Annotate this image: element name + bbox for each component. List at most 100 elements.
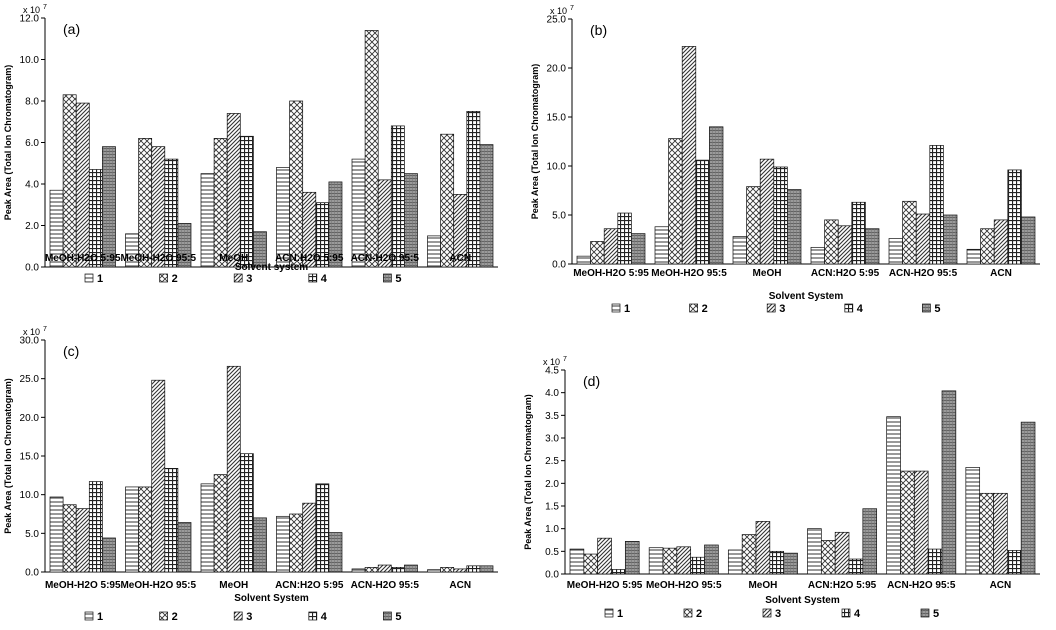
bar xyxy=(453,568,468,573)
bar xyxy=(662,547,678,575)
bar xyxy=(695,159,710,265)
bar xyxy=(783,552,798,575)
bar xyxy=(427,235,441,268)
multiplier-exponent: 7 xyxy=(563,356,567,363)
y-tick-label: 4.5 xyxy=(545,366,559,377)
bar xyxy=(900,470,915,575)
bar xyxy=(648,547,664,575)
bar xyxy=(440,133,455,268)
y-tick-label: 1.5 xyxy=(545,502,559,513)
bar xyxy=(624,541,640,575)
bar xyxy=(927,548,943,575)
bar xyxy=(377,564,392,573)
legend-swatch xyxy=(766,303,776,313)
bar xyxy=(200,173,215,268)
bar xyxy=(590,241,605,265)
bar xyxy=(929,145,944,265)
bar xyxy=(390,567,405,573)
bar xyxy=(759,158,775,265)
x-category-label: ACN-H2O 95:5 xyxy=(887,580,956,591)
bar xyxy=(102,537,116,573)
y-tick-label: 4.0 xyxy=(545,388,559,399)
multiplier-label: x 10 xyxy=(543,357,560,367)
bar xyxy=(390,125,405,268)
bar xyxy=(865,228,880,265)
bar xyxy=(253,231,267,268)
y-tick-label: 0.0 xyxy=(25,568,39,579)
legend-swatch xyxy=(683,608,693,618)
bar xyxy=(253,517,267,573)
x-category-label: ACN:H2O 5:95 xyxy=(808,580,877,591)
y-tick-label: 3.0 xyxy=(545,434,559,445)
y-tick-label: 8.0 xyxy=(25,97,39,108)
multiplier-label: x 10 xyxy=(550,6,567,16)
y-tick-label: 0.0 xyxy=(545,570,559,581)
bar xyxy=(902,200,917,265)
bar xyxy=(769,550,785,575)
bar xyxy=(213,138,228,268)
bar xyxy=(980,228,995,265)
bar xyxy=(440,567,455,573)
bar xyxy=(62,504,77,573)
bar xyxy=(151,379,166,573)
bar xyxy=(177,522,192,573)
multiplier-exponent: 7 xyxy=(570,5,574,12)
x-category-label: MeOH-H2O 95:5 xyxy=(120,253,196,264)
legend-label: 3 xyxy=(246,273,252,285)
legend-label: 3 xyxy=(775,608,781,620)
bar xyxy=(837,225,853,265)
x-category-label: ACN:H2O 5:95 xyxy=(275,253,344,264)
legend-swatch xyxy=(308,611,318,621)
multiplier-exponent: 7 xyxy=(43,4,47,11)
y-tick-label: 10.0 xyxy=(20,490,40,501)
bar xyxy=(427,569,441,573)
x-category-label: ACN:H2O 5:95 xyxy=(275,580,344,591)
y-tick-label: 4.0 xyxy=(25,180,39,191)
legend-label: 2 xyxy=(172,611,178,623)
legend-label: 1 xyxy=(617,608,623,620)
bar xyxy=(138,138,153,268)
y-axis-title: Peak Area (Total Ion Chromatogram) xyxy=(3,65,13,221)
y-tick-label: 0.5 xyxy=(545,547,559,558)
y-axis-title: Peak Area (Total Ion Chromatogram) xyxy=(530,64,540,220)
legend-swatch xyxy=(841,608,851,618)
panel-d: 0.0 0.5 1.0 1.5 2.0 2.5 3.0 3.5 4.0 4.5x 10 7 (d) Pe… xyxy=(523,356,1040,620)
bar xyxy=(1007,169,1022,265)
bar xyxy=(479,565,494,573)
y-tick-label: 6.0 xyxy=(25,138,39,149)
x-category-label: ACN-H2O 95:5 xyxy=(351,580,420,591)
bar xyxy=(302,502,317,573)
legend-swatch xyxy=(383,611,392,621)
bar xyxy=(851,201,866,265)
y-axis-title: Peak Area (Total Ion Chromatogram) xyxy=(523,394,533,550)
bar xyxy=(576,255,591,265)
bar xyxy=(404,564,418,573)
x-category-label: ACN xyxy=(449,253,471,264)
bar xyxy=(351,568,366,573)
bar xyxy=(125,486,139,573)
y-tick-label: 2.0 xyxy=(545,479,559,490)
bar xyxy=(888,238,903,265)
bar xyxy=(993,219,1009,265)
y-tick-label: 3.5 xyxy=(545,411,559,422)
legend-label: 2 xyxy=(696,608,702,620)
bar xyxy=(727,549,743,575)
bar xyxy=(732,236,747,265)
legend-label: 1 xyxy=(624,303,630,315)
bar xyxy=(328,532,343,573)
bar xyxy=(364,567,379,573)
panel-label: (b) xyxy=(590,22,607,38)
y-tick-label: 25.0 xyxy=(547,15,567,26)
y-tick-label: 25.0 xyxy=(20,374,40,385)
x-category-label: MeOH-H2O 95:5 xyxy=(120,580,196,591)
bar xyxy=(62,94,77,268)
multiplier-exponent: 7 xyxy=(43,326,47,333)
bar xyxy=(886,416,901,575)
bar xyxy=(49,496,64,573)
legend-swatch xyxy=(762,608,772,618)
y-tick-label: 15.0 xyxy=(547,113,567,124)
legend-label: 1 xyxy=(97,611,103,623)
x-axis-title: Solvent system xyxy=(235,262,308,273)
panel-a: 0.0 2.0 4.0 6.0 8.0 10.0 12.0x 10 7 (a) Peak Area… xyxy=(3,4,498,285)
